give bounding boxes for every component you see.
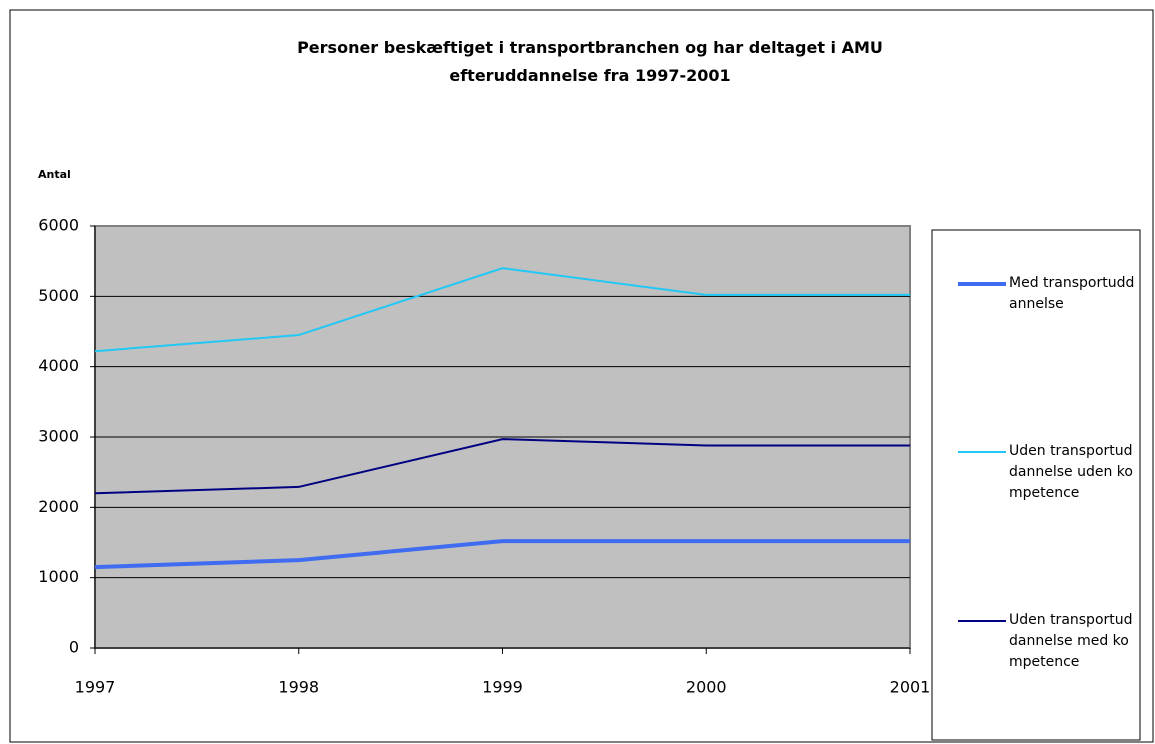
x-tick-label: 1997 <box>75 678 116 697</box>
legend-label: Med transportuddannelse <box>1009 275 1135 312</box>
y-axis-label: Antal <box>38 168 71 181</box>
series-line <box>94 267 910 353</box>
y-tick-label: 5000 <box>38 286 79 305</box>
y-tick-label: 0 <box>69 638 79 657</box>
x-tick-label: 2000 <box>686 678 727 697</box>
legend-label: Uden transportuddannelse uden kompetence <box>1009 443 1133 501</box>
y-tick-label: 2000 <box>38 497 79 516</box>
legend-box <box>931 229 1141 741</box>
y-tick-label: 1000 <box>38 567 79 586</box>
series-line <box>94 438 910 495</box>
x-tick-label: 1998 <box>278 678 319 697</box>
legend-label: Uden transportuddannelse med kompetence <box>1009 612 1133 670</box>
y-tick-label: 3000 <box>38 427 79 446</box>
x-tick-label: 2001 <box>890 678 931 697</box>
series-line <box>94 539 910 570</box>
y-tick-label: 4000 <box>38 356 79 375</box>
y-tick-label: 6000 <box>38 216 79 235</box>
x-tick-label: 1999 <box>482 678 523 697</box>
chart-title: Personer beskæftiget i transportbranchen… <box>297 38 883 85</box>
